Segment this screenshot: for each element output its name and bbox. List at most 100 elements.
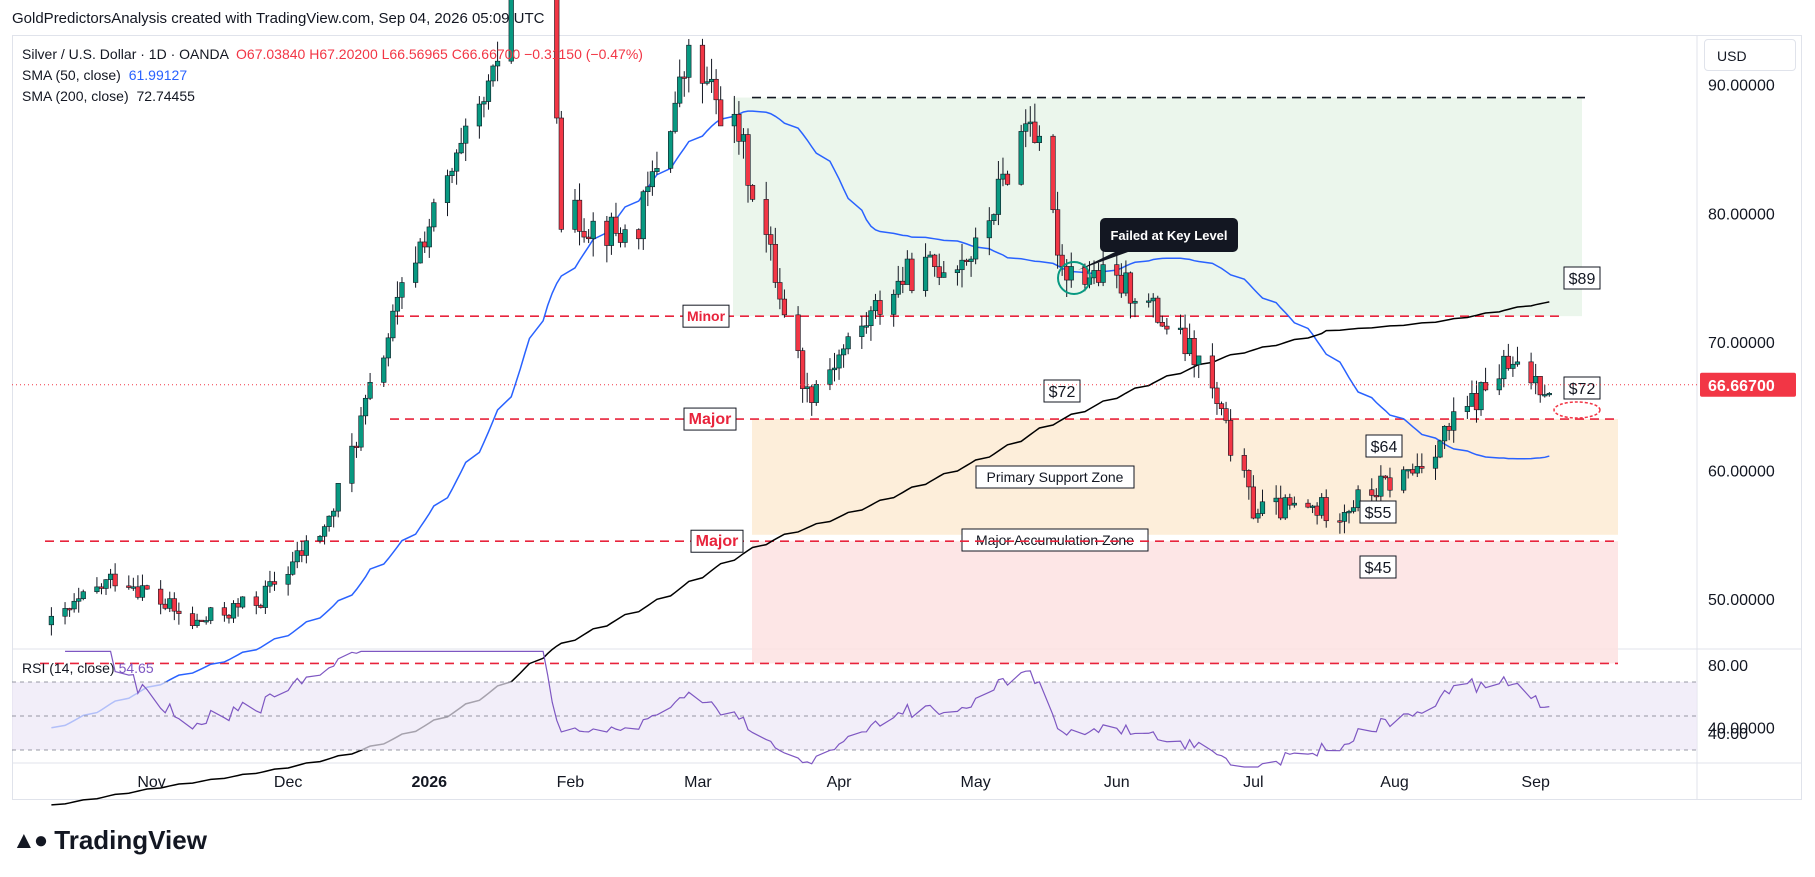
x-tick-label: Jul <box>1243 774 1263 791</box>
legend-sma50-row[interactable]: SMA (50, close) 61.99127 <box>22 65 643 86</box>
candle <box>581 231 587 238</box>
candle <box>1350 507 1357 512</box>
candle <box>831 367 838 371</box>
candle <box>1127 272 1134 304</box>
price-tag: $64 <box>1371 439 1398 456</box>
candle <box>1123 272 1129 294</box>
candle <box>1355 489 1361 508</box>
zone-label: Major Accumulation Zone <box>976 532 1134 548</box>
candle <box>1414 466 1420 474</box>
candle <box>795 314 801 351</box>
candle <box>1387 477 1393 491</box>
level-tag: Minor <box>687 308 726 324</box>
candle <box>194 619 200 626</box>
sma50-line <box>51 110 1550 729</box>
candle <box>385 337 391 359</box>
candle <box>604 220 610 246</box>
candle <box>426 226 432 248</box>
candle <box>1319 497 1325 516</box>
rsi-value: 54.65 <box>118 660 154 676</box>
candle <box>494 60 501 67</box>
sma200-value: 72.74455 <box>136 88 195 104</box>
zone-label-box <box>961 528 1149 552</box>
candle <box>381 357 387 383</box>
level-tag-box <box>683 407 737 431</box>
candle <box>904 258 910 285</box>
rsi-line <box>65 650 1550 768</box>
candle <box>845 336 851 350</box>
candle <box>1228 420 1234 456</box>
candle <box>900 280 906 285</box>
candle <box>98 586 105 589</box>
candle <box>1419 466 1425 469</box>
candle <box>576 199 583 232</box>
sma50-value: 61.99127 <box>128 67 188 83</box>
candle <box>1437 440 1443 458</box>
candle <box>253 596 259 606</box>
legend-sma200-row[interactable]: SMA (200, close) 72.74455 <box>22 86 643 107</box>
candle <box>740 134 747 142</box>
candle <box>1309 505 1316 508</box>
candle <box>144 585 150 590</box>
callout-text: Failed at Key Level <box>1110 228 1227 243</box>
candle <box>1223 408 1229 421</box>
currency-selector[interactable]: USD <box>1704 39 1796 71</box>
legend: Silver / U.S. Dollar · 1D · OANDA O67.03… <box>22 44 643 107</box>
candle <box>130 586 136 589</box>
candle <box>1091 270 1097 279</box>
candle <box>226 614 232 619</box>
ohlc-high: H67.20200 <box>309 46 378 62</box>
candle <box>1528 361 1534 384</box>
candle <box>107 573 114 580</box>
candle <box>1241 455 1247 471</box>
candle <box>158 588 164 605</box>
zone-band <box>752 541 1618 664</box>
rsi-legend[interactable]: RSI (14, close) 54.65 <box>22 660 154 676</box>
candle <box>262 585 268 608</box>
candle <box>586 236 592 240</box>
candle <box>103 579 109 589</box>
candle <box>413 262 419 283</box>
candle <box>699 44 706 84</box>
candle <box>267 581 273 587</box>
candle <box>968 258 974 262</box>
candle <box>1182 327 1188 355</box>
candle <box>1218 403 1225 409</box>
zone-band <box>752 419 1618 535</box>
candle <box>1323 497 1329 522</box>
candle <box>326 515 332 527</box>
candle <box>1095 270 1102 283</box>
level-tag: Major <box>689 411 732 428</box>
candle <box>554 0 560 119</box>
last-price-tag <box>1700 372 1796 397</box>
candle <box>622 229 628 243</box>
candle <box>208 607 214 621</box>
candle <box>932 254 938 267</box>
candle <box>317 535 323 542</box>
candle <box>112 573 118 587</box>
candle <box>1546 393 1552 396</box>
candle <box>62 608 68 617</box>
candle <box>431 202 437 228</box>
candle <box>1505 355 1511 369</box>
candle <box>772 244 778 283</box>
level-tag: Major <box>696 533 739 550</box>
candle <box>1341 512 1348 522</box>
candle <box>444 175 451 203</box>
candle <box>813 384 819 403</box>
candle <box>927 254 933 258</box>
candle <box>331 510 337 517</box>
candle <box>995 178 1002 215</box>
candle <box>1464 406 1470 412</box>
candle <box>199 619 205 622</box>
candle <box>1159 322 1165 327</box>
candle <box>203 620 209 623</box>
candle <box>1382 475 1389 479</box>
candle <box>922 256 929 291</box>
candle <box>749 185 756 200</box>
candle <box>1442 425 1448 442</box>
candle <box>986 220 992 239</box>
candle <box>872 300 879 312</box>
candle <box>176 610 182 614</box>
